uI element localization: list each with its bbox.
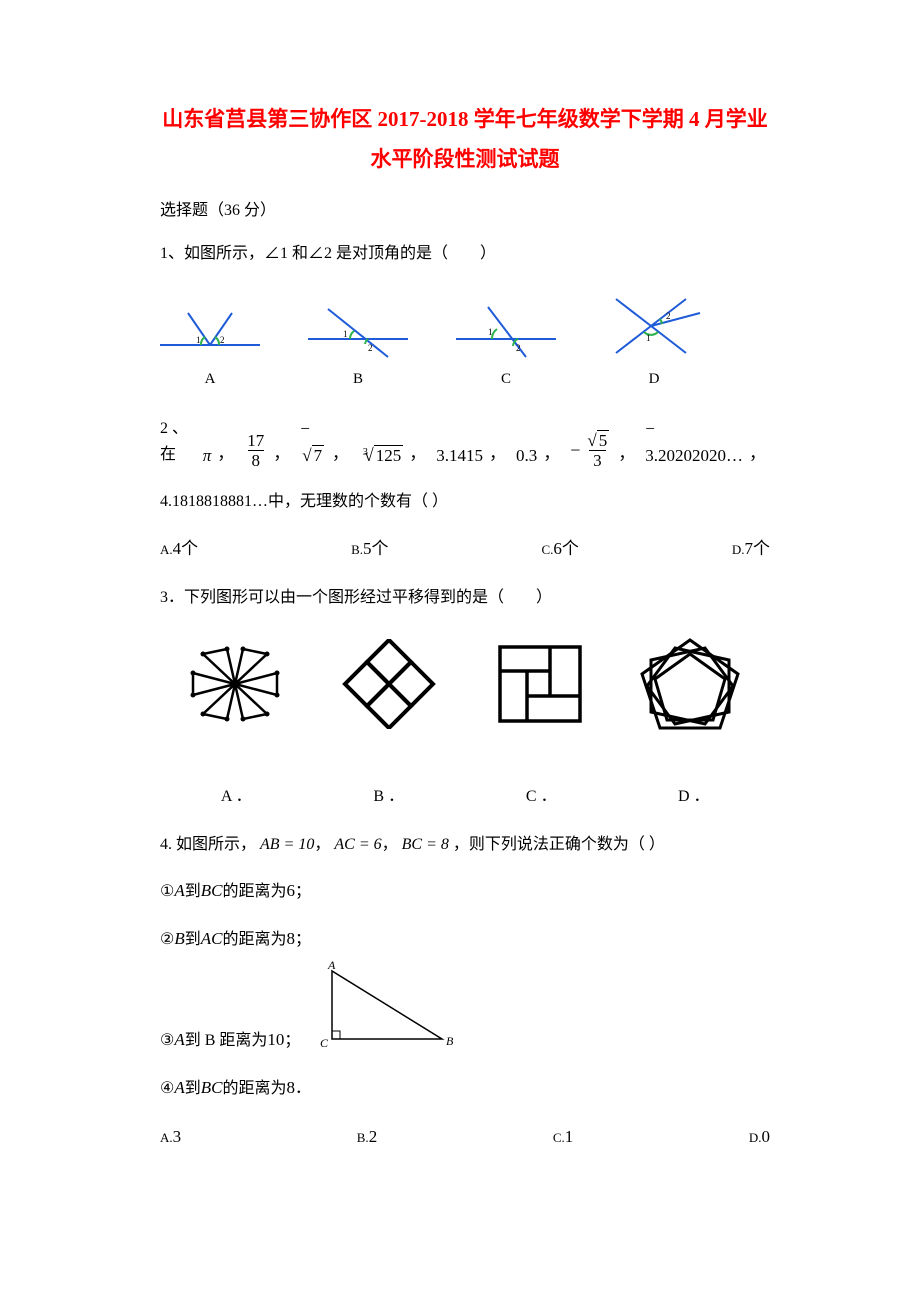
question-3: 3．下列图形可以由一个图形经过平移得到的是（ ） bbox=[160, 585, 770, 611]
question-4: 4. 如图所示， AB = 10， AC = 6， BC = 8 ，则下列说法正… bbox=[160, 832, 770, 858]
q4-opt-a: A.3 bbox=[160, 1123, 181, 1151]
q4-opt-d: D.0 bbox=[749, 1123, 770, 1151]
q2-c8: ， bbox=[749, 440, 770, 469]
svg-text:1: 1 bbox=[646, 333, 651, 343]
q2-c3: ， bbox=[332, 440, 353, 469]
svg-text:2: 2 bbox=[666, 311, 671, 321]
svg-text:2: 2 bbox=[516, 343, 521, 353]
q1-svg-d: 1 2 bbox=[604, 291, 704, 361]
svg-text:2: 2 bbox=[220, 335, 225, 345]
q1-figure-c: 1 2 C bbox=[456, 299, 556, 391]
page-title-line2: 水平阶段性测试试题 bbox=[160, 140, 770, 180]
q2-c2: ， bbox=[273, 440, 294, 469]
q3-options: A ． B ． C ． D ． bbox=[160, 784, 770, 810]
q4-opt-b: B.2 bbox=[357, 1123, 377, 1151]
q1-label-b: B bbox=[353, 367, 363, 391]
q2-opt-a: A.4个 bbox=[160, 535, 198, 563]
svg-text:1: 1 bbox=[343, 329, 348, 339]
q3-figures bbox=[160, 634, 770, 734]
q1-label-c: C bbox=[501, 367, 511, 391]
svg-text:1: 1 bbox=[488, 327, 493, 337]
q2-cbrt125: 3125 bbox=[353, 441, 409, 470]
q2-pi: π bbox=[197, 442, 218, 469]
q1-svg-a: 1 2 bbox=[160, 299, 260, 361]
q4-stmt-3: ③A到 B 距离为10； bbox=[160, 1026, 300, 1054]
q4-triangle: A B C bbox=[312, 959, 462, 1054]
q2-lead: 2 、 在 bbox=[160, 416, 197, 469]
q2-c4: ， bbox=[409, 440, 430, 469]
svg-text:1: 1 bbox=[196, 335, 201, 345]
q2-c6: ， bbox=[543, 440, 564, 469]
question-2-row: 2 、 在 π ， 17 8 ， −7 ， 3125 ， 3.1415 ， 0.… bbox=[160, 415, 770, 469]
q3-opt-a: A ． bbox=[160, 784, 313, 810]
q1-figures: 1 2 A 1 2 B 1 2 C bbox=[160, 291, 770, 391]
q3-opt-b: B ． bbox=[313, 784, 466, 810]
q2-c5: ， bbox=[489, 440, 510, 469]
svg-text:B: B bbox=[446, 1034, 454, 1048]
page-title-line1: 山东省莒县第三协作区 2017-2018 学年七年级数学下学期 4 月学业 bbox=[160, 100, 770, 140]
q2-negfrac: − 5 3 bbox=[564, 432, 618, 469]
q4-eq2: AC = 6 bbox=[334, 836, 381, 853]
q4-stmt-1: ①A到BC的距离为6； bbox=[160, 877, 770, 905]
q1-label-a: A bbox=[205, 367, 216, 391]
q4-tail: ，则下列说法正确个数为（ ） bbox=[453, 836, 665, 853]
q2-options: A.4个 B.5个 C.6个 D.7个 bbox=[160, 535, 770, 563]
svg-text:2: 2 bbox=[368, 343, 373, 353]
section-heading: 选择题（36 分） bbox=[160, 198, 770, 224]
q1-svg-b: 1 2 bbox=[308, 299, 408, 361]
q2-tail: 4.1818818881…中，无理数的个数有（ ） bbox=[160, 489, 770, 515]
q2-opt-b: B.5个 bbox=[351, 535, 388, 563]
q1-figure-d: 1 2 D bbox=[604, 291, 704, 391]
q4-lead: 4. 如图所示， bbox=[160, 836, 256, 853]
q2-opt-c: C.6个 bbox=[541, 535, 578, 563]
q1-label-d: D bbox=[649, 367, 660, 391]
svg-text:A: A bbox=[327, 959, 336, 972]
q2-v2: 0.3 bbox=[510, 442, 543, 469]
q3-opt-d: D ． bbox=[618, 784, 771, 810]
q3-fig-b bbox=[334, 639, 444, 729]
q4-eq1: AB = 10 bbox=[260, 836, 314, 853]
q3-fig-c bbox=[494, 639, 586, 729]
q4-stmt-2: ②B到AC的距离为8； bbox=[160, 925, 770, 953]
q2-v1: 3.1415 bbox=[430, 442, 489, 469]
q4-stmt-3-row: ③A到 B 距离为10； A B C bbox=[160, 959, 770, 1054]
q4-options: A.3 B.2 C.1 D.0 bbox=[160, 1123, 770, 1151]
q2-v3: − 3.20202020… bbox=[639, 415, 749, 469]
q4-eq3: BC = 8 bbox=[402, 836, 449, 853]
q2-negsqrt7: −7 bbox=[294, 415, 332, 469]
question-1: 1、如图所示，∠1 和∠2 是对顶角的是（ ） bbox=[160, 241, 770, 267]
q3-opt-c: C ． bbox=[465, 784, 618, 810]
q1-figure-a: 1 2 A bbox=[160, 299, 260, 391]
q4-opt-c: C.1 bbox=[553, 1123, 573, 1151]
q2-c7: ， bbox=[618, 440, 639, 469]
q1-text: 1、如图所示，∠1 和∠2 是对顶角的是（ ） bbox=[160, 245, 496, 262]
q4-stmt-4: ④A到BC的距离为8． bbox=[160, 1074, 770, 1102]
svg-text:C: C bbox=[320, 1036, 329, 1050]
q2-frac1: 17 8 bbox=[238, 432, 273, 469]
q1-svg-c: 1 2 bbox=[456, 299, 556, 361]
q2-opt-d: D.7个 bbox=[732, 535, 770, 563]
q3-fig-d bbox=[635, 634, 745, 734]
q3-fig-a bbox=[185, 639, 285, 729]
q2-c1: ， bbox=[217, 440, 238, 469]
q1-figure-b: 1 2 B bbox=[308, 299, 408, 391]
